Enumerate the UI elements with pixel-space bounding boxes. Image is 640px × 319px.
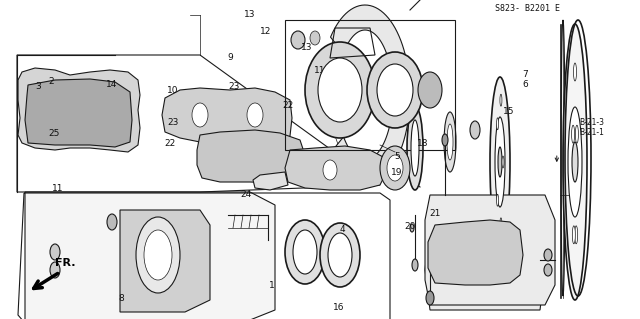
- Ellipse shape: [426, 291, 434, 305]
- Polygon shape: [18, 68, 140, 152]
- Ellipse shape: [500, 94, 502, 106]
- Ellipse shape: [561, 20, 565, 296]
- Ellipse shape: [500, 218, 502, 230]
- Text: 11: 11: [52, 184, 63, 193]
- Ellipse shape: [568, 107, 582, 217]
- Text: 4: 4: [340, 225, 345, 234]
- Ellipse shape: [575, 226, 578, 244]
- Polygon shape: [330, 5, 410, 185]
- Ellipse shape: [310, 31, 320, 45]
- Text: 23: 23: [228, 82, 239, 91]
- Ellipse shape: [247, 103, 263, 127]
- Ellipse shape: [367, 52, 423, 128]
- Text: 10: 10: [167, 86, 179, 95]
- Ellipse shape: [572, 125, 575, 143]
- Ellipse shape: [291, 31, 305, 49]
- Polygon shape: [25, 79, 132, 147]
- Ellipse shape: [490, 77, 510, 247]
- Text: 24: 24: [241, 190, 252, 199]
- Text: 11: 11: [314, 66, 326, 75]
- Ellipse shape: [497, 118, 499, 130]
- Ellipse shape: [50, 262, 60, 278]
- Ellipse shape: [447, 124, 453, 160]
- Text: 18: 18: [417, 139, 428, 148]
- Ellipse shape: [497, 194, 499, 206]
- Ellipse shape: [572, 226, 575, 244]
- Ellipse shape: [318, 58, 362, 122]
- Polygon shape: [253, 172, 288, 190]
- Ellipse shape: [498, 147, 502, 177]
- Text: B-21-3: B-21-3: [579, 118, 604, 127]
- Polygon shape: [162, 88, 292, 144]
- Ellipse shape: [563, 24, 587, 300]
- Ellipse shape: [411, 120, 419, 176]
- Ellipse shape: [502, 156, 504, 168]
- Text: 19: 19: [391, 168, 403, 177]
- Text: 22: 22: [282, 101, 294, 110]
- Ellipse shape: [544, 249, 552, 261]
- Text: 16: 16: [333, 303, 345, 312]
- Text: 14: 14: [106, 80, 118, 89]
- Ellipse shape: [285, 220, 325, 284]
- Polygon shape: [285, 146, 385, 190]
- Ellipse shape: [293, 230, 317, 274]
- Ellipse shape: [444, 112, 456, 172]
- Ellipse shape: [136, 217, 180, 293]
- Ellipse shape: [418, 72, 442, 108]
- Polygon shape: [425, 220, 545, 310]
- Text: 25: 25: [49, 130, 60, 138]
- Ellipse shape: [328, 233, 352, 277]
- Text: 3: 3: [36, 82, 41, 91]
- Text: 20: 20: [404, 222, 415, 231]
- Text: 17: 17: [385, 93, 396, 102]
- Polygon shape: [197, 130, 305, 183]
- Ellipse shape: [50, 244, 60, 260]
- Ellipse shape: [144, 230, 172, 280]
- Ellipse shape: [387, 155, 403, 181]
- Ellipse shape: [470, 121, 480, 139]
- Ellipse shape: [412, 259, 418, 271]
- Text: 7: 7: [522, 70, 527, 79]
- Ellipse shape: [377, 64, 413, 116]
- Text: 23: 23: [167, 118, 179, 127]
- Text: 8: 8: [119, 294, 124, 303]
- Ellipse shape: [495, 117, 505, 207]
- Text: 2: 2: [49, 77, 54, 86]
- Ellipse shape: [380, 146, 410, 190]
- Text: 6: 6: [522, 80, 527, 89]
- Text: 1: 1: [269, 281, 275, 290]
- Ellipse shape: [575, 125, 579, 143]
- Ellipse shape: [323, 160, 337, 180]
- Ellipse shape: [192, 103, 208, 127]
- Bar: [285, 20, 455, 150]
- Ellipse shape: [107, 214, 117, 230]
- Ellipse shape: [305, 42, 375, 138]
- Text: B-21-1: B-21-1: [579, 128, 604, 137]
- Ellipse shape: [320, 223, 360, 287]
- Text: S823- B2201 E: S823- B2201 E: [495, 4, 560, 13]
- Text: 9: 9: [228, 53, 233, 62]
- Ellipse shape: [410, 224, 414, 232]
- Ellipse shape: [572, 142, 578, 182]
- Polygon shape: [25, 192, 275, 319]
- Text: 12: 12: [260, 27, 271, 36]
- Ellipse shape: [544, 264, 552, 276]
- Ellipse shape: [442, 134, 448, 146]
- Text: 15: 15: [503, 107, 515, 116]
- Ellipse shape: [407, 106, 423, 190]
- Text: 13: 13: [244, 10, 255, 19]
- Polygon shape: [425, 195, 555, 305]
- Polygon shape: [428, 220, 523, 285]
- Ellipse shape: [573, 63, 577, 81]
- Text: 21: 21: [429, 209, 441, 218]
- Text: FR.: FR.: [55, 258, 76, 268]
- Text: 13: 13: [301, 43, 313, 52]
- Text: 22: 22: [164, 139, 175, 148]
- Text: 5: 5: [394, 152, 399, 161]
- Polygon shape: [120, 210, 210, 312]
